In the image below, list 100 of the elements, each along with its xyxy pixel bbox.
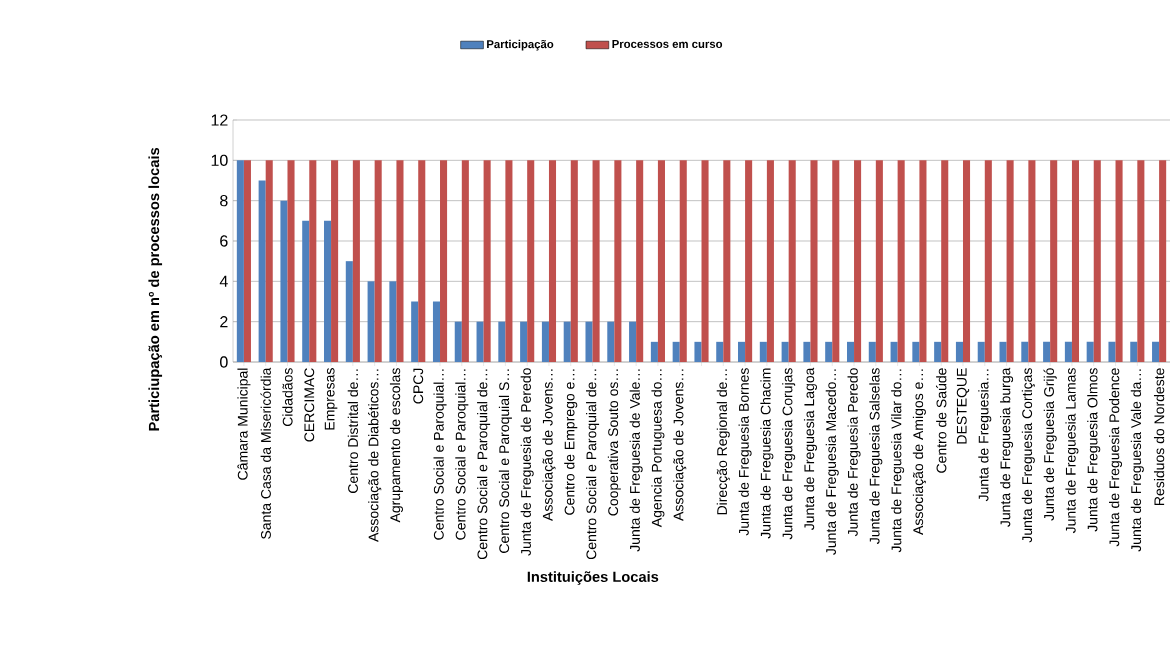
x-tick-label: Junta de Freguesia de Vale… bbox=[629, 369, 643, 552]
x-tick-label: Junta de Freguesia Corujas bbox=[782, 368, 796, 540]
bar bbox=[1115, 160, 1123, 362]
x-tick-label: Cooperativa Souto os… bbox=[607, 369, 621, 516]
bar bbox=[1086, 341, 1094, 362]
bar bbox=[694, 341, 702, 362]
bar bbox=[396, 160, 404, 362]
bar bbox=[745, 160, 753, 362]
x-tick-label: Centro Social e Paroquial de… bbox=[586, 369, 600, 560]
bar bbox=[265, 160, 273, 362]
x-tick-label: CERCIMAC bbox=[304, 368, 315, 442]
bar bbox=[1152, 341, 1160, 362]
x-tick-label: Empresas bbox=[324, 368, 338, 430]
x-tick-label: Centro Social e Paroquial de… bbox=[477, 369, 491, 560]
x-tick-label: Junta de Freguesia Salselas bbox=[869, 368, 883, 545]
bar bbox=[657, 160, 665, 362]
y-tick-label: 10 bbox=[211, 154, 228, 166]
bar bbox=[825, 341, 833, 362]
bar bbox=[759, 341, 767, 362]
bar bbox=[1064, 341, 1072, 362]
bar bbox=[890, 341, 898, 362]
x-tick-label: Câmara Municipal bbox=[237, 368, 251, 480]
x-tick-label: Junta de Freguesia Bornes bbox=[738, 368, 752, 536]
bar bbox=[592, 160, 600, 362]
bar bbox=[766, 160, 774, 362]
bar bbox=[672, 341, 680, 362]
x-tick-label: Centro Social e Paroquial S… bbox=[498, 369, 512, 553]
x-tick-label: Junta de Freguesia de Peredo bbox=[520, 368, 534, 556]
bar bbox=[934, 341, 942, 362]
bar bbox=[454, 321, 462, 362]
x-tick-label: Associação de Jovens… bbox=[542, 369, 556, 521]
bar bbox=[846, 341, 855, 362]
bar bbox=[1093, 160, 1101, 362]
x-tick-label: Junta de Freguesia Grijó bbox=[1043, 368, 1057, 521]
bar bbox=[832, 160, 840, 362]
x-tick-label: Residuos do Nordeste bbox=[1153, 368, 1165, 505]
bar bbox=[650, 341, 658, 362]
x-tick-label: Junta de Freguesia Podence bbox=[1109, 368, 1123, 547]
x-tick-label: Associação de Diabéticos… bbox=[368, 369, 382, 542]
bar bbox=[636, 160, 644, 362]
x-tick-label: Junta de Freguesia Chacim bbox=[760, 368, 774, 539]
x-tick-label: Cidadãos bbox=[282, 368, 293, 427]
y-axis-title: Particiupação em nº de processos locais bbox=[148, 147, 163, 431]
bar bbox=[440, 160, 448, 362]
bar bbox=[527, 160, 535, 362]
bar bbox=[788, 160, 796, 362]
x-tick-label: Santa Casa da Misericórdia bbox=[260, 367, 271, 539]
bar bbox=[345, 261, 353, 362]
bar bbox=[1159, 160, 1167, 362]
x-tick-label: Centro Distrital de… bbox=[347, 369, 358, 493]
x-tick-label: DESTEQUE bbox=[956, 368, 970, 444]
y-tick-label: 12 bbox=[211, 114, 228, 126]
x-tick-label: Junta de Freguesia Olmos bbox=[1087, 368, 1101, 532]
x-tick-label: Junta de Freguesia Vilar do… bbox=[891, 369, 905, 553]
x-tick-label: Junta de Freguesia Macedo… bbox=[825, 369, 839, 555]
x-tick-label: Junta de Freguesia… bbox=[978, 369, 992, 502]
bar bbox=[810, 160, 818, 362]
bar bbox=[548, 160, 557, 362]
bar bbox=[1028, 160, 1036, 362]
x-tick-label: Junta de Freguesia burga bbox=[1000, 367, 1014, 527]
bar bbox=[999, 341, 1007, 362]
bar bbox=[607, 321, 615, 362]
x-tick-label: Junta de Freguesia Lamas bbox=[1065, 368, 1079, 534]
bar bbox=[236, 160, 244, 362]
bar bbox=[367, 281, 375, 362]
bar bbox=[498, 321, 506, 362]
legend-label: Processos em curso bbox=[612, 40, 723, 48]
bar bbox=[701, 160, 709, 362]
bar bbox=[505, 160, 513, 362]
bar bbox=[1137, 160, 1145, 362]
bar bbox=[411, 301, 419, 362]
bar bbox=[723, 160, 731, 362]
bar bbox=[352, 160, 360, 362]
bar bbox=[1006, 160, 1014, 362]
x-tick-label: Junta de Freguesia Vale da… bbox=[1130, 369, 1144, 552]
bar bbox=[1021, 341, 1029, 362]
bar bbox=[432, 301, 441, 362]
bar bbox=[962, 160, 971, 362]
bar bbox=[781, 341, 789, 362]
bar bbox=[897, 160, 905, 362]
x-tick-label: Direcção Regional de… bbox=[716, 369, 730, 515]
bar bbox=[955, 341, 963, 362]
bar bbox=[280, 200, 288, 362]
bar bbox=[1108, 341, 1116, 362]
bar bbox=[309, 160, 317, 362]
bar bbox=[324, 220, 332, 362]
bar bbox=[570, 160, 578, 362]
bar bbox=[476, 321, 484, 362]
bar bbox=[418, 160, 426, 362]
bar bbox=[287, 160, 295, 362]
bar bbox=[1130, 341, 1138, 362]
bar bbox=[374, 160, 382, 362]
x-axis-title: Instituições Locais bbox=[527, 571, 659, 585]
bar bbox=[563, 321, 571, 362]
x-tick-label: Centro de Saúde bbox=[935, 368, 947, 473]
bar bbox=[984, 160, 992, 362]
bar bbox=[679, 160, 687, 362]
bar bbox=[258, 180, 266, 362]
x-tick-label: Centro Social e Paroquial… bbox=[433, 369, 447, 540]
bar bbox=[1043, 341, 1051, 362]
